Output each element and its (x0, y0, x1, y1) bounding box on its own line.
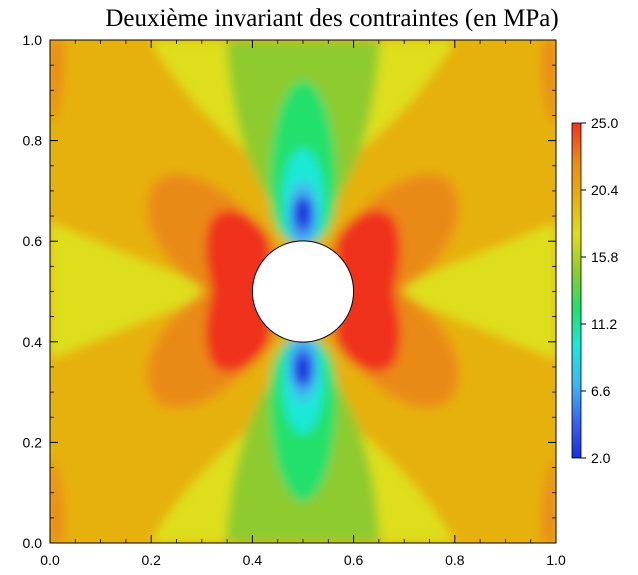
y-tick-label: 0.2 (23, 434, 43, 450)
chart-title: Deuxième invariant des contraintes (en M… (105, 5, 558, 32)
y-tick-label: 0.8 (23, 133, 43, 149)
y-tick-label: 0.0 (23, 535, 43, 551)
contour-region-yellow-left (50, 222, 215, 360)
colorbar-tick-label: 20.4 (591, 182, 618, 198)
x-tick-label: 0.2 (141, 552, 161, 568)
colorbar-tick-label: 15.8 (591, 249, 618, 265)
x-tick-label: 0.8 (445, 552, 465, 568)
y-tick-label: 1.0 (23, 32, 43, 48)
colorbar-tick-label: 25.0 (591, 115, 618, 131)
y-axis: 0.0 0.2 0.4 0.6 0.8 1.0 (23, 32, 556, 551)
contour-region-darkblue-top (296, 198, 310, 226)
contour-region-red-left (205, 210, 270, 372)
y-tick-label: 0.4 (23, 334, 43, 350)
colorbar-tick-label: 6.6 (591, 383, 611, 399)
contour-region-red-right (336, 210, 401, 372)
contour-plot-area (49, 39, 557, 544)
contour-region-orange-edge-bl (50, 458, 64, 543)
contour-region-orange-edge-tr (542, 40, 556, 125)
central-hole (251, 240, 355, 343)
x-tick-label: 0.0 (40, 552, 60, 568)
contour-region-orange-edge-tl (50, 40, 64, 125)
x-tick-label: 1.0 (546, 552, 566, 568)
colorbar-gradient (571, 122, 582, 459)
contour-region-orange-edge-br (542, 458, 556, 543)
colorbar-tick-label: 2.0 (591, 450, 611, 466)
y-tick-label: 0.6 (23, 233, 43, 249)
x-tick-label: 0.6 (344, 552, 364, 568)
contour-region-yellow-right (391, 222, 556, 360)
x-axis: 0.0 0.2 0.4 0.6 0.8 1.0 (40, 40, 566, 568)
colorbar-tick-label: 11.2 (591, 316, 617, 332)
x-tick-label: 0.4 (243, 552, 263, 568)
colorbar: 2.0 6.6 11.2 15.8 20.4 25.0 (571, 115, 618, 466)
contour-region-darkblue-bottom (296, 356, 310, 384)
